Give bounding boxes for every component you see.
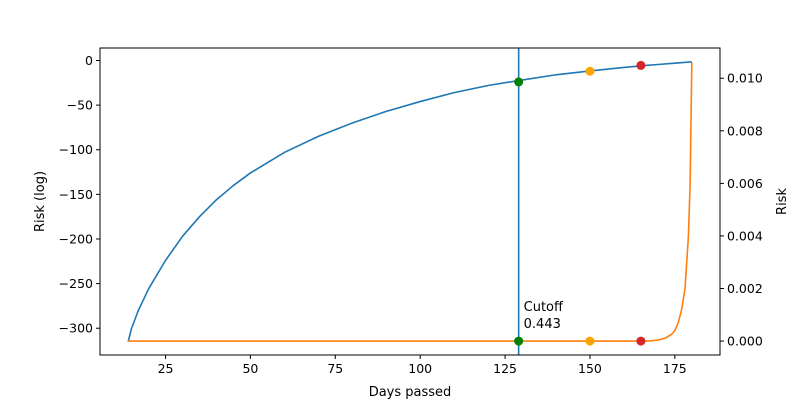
y-axis-right-label: Risk: [775, 188, 790, 215]
series-line-1: [127, 61, 692, 342]
cutoff-value: 0.443: [524, 317, 561, 332]
marker-point: [636, 336, 646, 346]
marker-point: [514, 77, 524, 87]
y-right-tick-label: 0.002: [727, 281, 763, 296]
y-right-tick-label: 0.010: [727, 71, 763, 86]
y-left-tick-label: −150: [59, 187, 93, 202]
x-tick-label: 25: [158, 361, 174, 376]
x-tick-label: 125: [493, 361, 517, 376]
axes-layer: 25 50 75 100 125 150 175 0 −50 −100 −150 −200 −250 −3…: [59, 47, 763, 376]
x-tick-label: 75: [327, 361, 343, 376]
marker-point: [514, 336, 524, 346]
y-left-tick-label: −250: [59, 276, 93, 291]
y-left-tick-label: −100: [59, 142, 93, 157]
series-layer: [127, 48, 693, 355]
x-tick-label: 50: [242, 361, 258, 376]
marker-point: [585, 66, 595, 76]
y-axis-left-label: Risk (log): [33, 171, 48, 232]
x-tick-label: 175: [663, 361, 687, 376]
y-right-tick-label: 0.004: [727, 228, 763, 243]
plot-frame: [99, 47, 721, 356]
cutoff-label: Cutoff: [524, 300, 564, 315]
y-left-tick-label: −300: [59, 321, 93, 336]
y-left-tick-label: 0: [85, 53, 93, 68]
y-left-tick-label: −200: [59, 231, 93, 246]
marker-layer: [514, 60, 646, 346]
x-axis-label: Days passed: [369, 385, 452, 400]
series-line-2: [128, 62, 693, 342]
y-left-tick-label: −50: [67, 98, 93, 113]
x-tick-label: 100: [408, 361, 432, 376]
y-right-tick-label: 0.000: [727, 334, 763, 349]
y-right-tick-label: 0.006: [727, 176, 763, 191]
x-tick-label: 150: [578, 361, 602, 376]
y-right-tick-label: 0.008: [727, 123, 763, 138]
marker-point: [585, 336, 595, 346]
marker-point: [636, 60, 646, 70]
